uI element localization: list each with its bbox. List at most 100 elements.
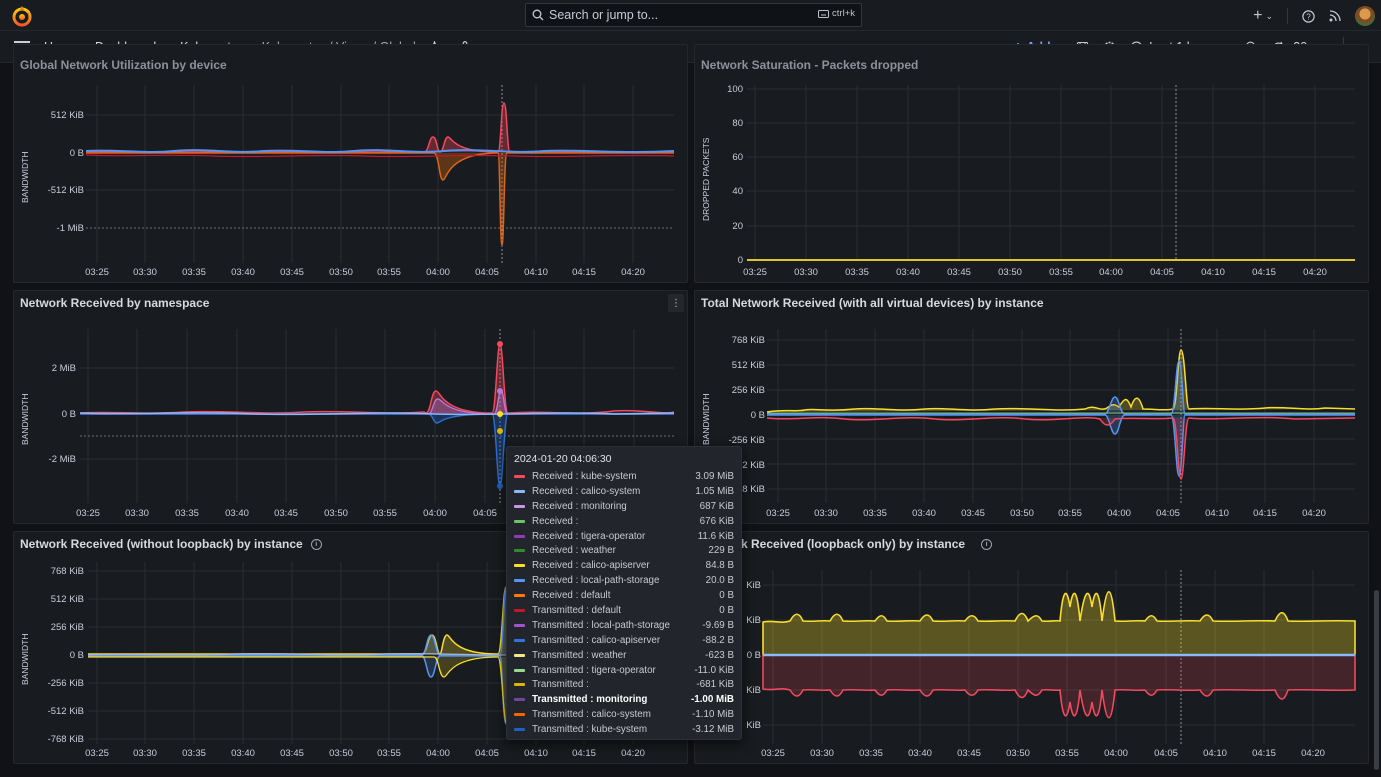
series-color-swatch [514, 534, 525, 538]
info-icon[interactable]: i [981, 538, 993, 550]
x-tick: 04:10 [1201, 267, 1225, 278]
hover-point [497, 341, 503, 347]
hover-point [497, 411, 503, 417]
x-tick: 03:30 [133, 748, 157, 759]
series-color-swatch [514, 474, 525, 478]
y-tick: 768 KiB [732, 335, 765, 346]
tooltip-row: Received : kube-system 3.09 MiB [514, 469, 734, 484]
x-tick: 04:15 [1253, 508, 1277, 519]
series-color-swatch [514, 594, 525, 598]
x-tick: 04:00 [426, 267, 450, 278]
series-blue [79, 412, 675, 416]
tooltip-series-name: Transmitted : [532, 679, 589, 691]
y-tick: -2 MiB [49, 454, 76, 465]
chart-received-loopback[interactable]: KiB KiB 0 B KiB KiB 03:25 03:30 03:35 03:40 03:4… [695, 532, 1369, 764]
x-tick: 03:50 [998, 267, 1022, 278]
y-tick: 0 B [62, 409, 76, 420]
hover-point [497, 388, 503, 394]
y-tick: 8 KiB [742, 484, 765, 495]
y-tick: 0 B [747, 650, 761, 661]
tooltip-series-name: Received : calico-system [532, 485, 641, 497]
y-tick: 0 B [70, 650, 84, 661]
x-tick: 03:40 [908, 748, 932, 759]
x-tick: 04:20 [1301, 748, 1325, 759]
tooltip-series-value: 676 KiB [699, 515, 734, 527]
tooltip-row: Received : 676 KiB [514, 514, 734, 529]
series-tooltip: 2024-01-20 04:06:30 Received : kube-syst… [506, 446, 742, 740]
tooltip-series-name: Transmitted : local-path-storage [532, 619, 670, 631]
tooltip-series-name: Transmitted : weather [532, 649, 627, 661]
tooltip-series-name: Transmitted : monitoring [532, 694, 648, 706]
panel-network-received-loopback: k Received (loopback only) by instance i … [694, 531, 1369, 764]
svg-text:?: ? [1306, 12, 1311, 21]
info-icon[interactable]: i [310, 538, 322, 550]
x-tick: 03:55 [377, 748, 401, 759]
chart-received-by-namespace[interactable]: 2 MiB 0 B -2 MiB BANDWIDTH 03:25 03:30 03:35… [14, 291, 688, 524]
x-tick: 03:40 [225, 508, 249, 519]
user-avatar[interactable] [1355, 6, 1375, 26]
tooltip-series-name: Received : kube-system [532, 470, 637, 482]
new-menu-button[interactable]: + ⌄ [1253, 7, 1273, 24]
chart-total-network-received[interactable]: 768 KiB 512 KiB 256 KiB 0 B -256 KiB 2 KiB 8 K… [695, 291, 1369, 524]
panel-title: Network Saturation - Packets dropped [701, 58, 919, 72]
y-axis-label: BANDWIDTH [20, 152, 30, 203]
tooltip-row: Transmitted : default 0 B [514, 603, 734, 618]
tooltip-series-value: 3.09 MiB [695, 470, 734, 482]
series-received-purple [80, 390, 674, 415]
x-tick: 04:20 [621, 748, 645, 759]
tooltip-row: Received : weather 229 B [514, 543, 734, 558]
tooltip-series-value: 229 B [708, 545, 734, 557]
x-tick: 04:20 [1303, 267, 1327, 278]
tooltip-series-name: Transmitted : default [532, 604, 621, 616]
x-tick: 03:35 [863, 508, 887, 519]
panel-total-network-received: Total Network Received (with all virtual… [694, 290, 1369, 524]
y-tick: 20 [732, 221, 743, 232]
series-received-kube-system [79, 343, 675, 414]
chart-packets-dropped[interactable]: 100 80 60 40 20 0 DROPPED PACKETS 03:25 03:30 0… [695, 45, 1369, 283]
x-tick: 03:30 [794, 267, 818, 278]
x-tick: 04:10 [524, 748, 548, 759]
panel-menu-icon[interactable]: ⋮ [668, 294, 684, 312]
panel-title: k Received (loopback only) by instance [741, 537, 966, 551]
tooltip-series-value: -1.10 MiB [692, 709, 734, 721]
news-rss-icon[interactable] [1329, 10, 1341, 22]
search-shortcut: ctrl+k [818, 8, 855, 19]
grafana-logo-icon[interactable] [10, 4, 34, 28]
panel-title: Network Received by namespace [20, 296, 210, 310]
panel-title: Global Network Utilization by device [20, 58, 227, 72]
x-tick: 03:25 [766, 508, 790, 519]
y-tick: 768 KiB [51, 566, 84, 577]
panel-global-network-utilization: Global Network Utilization by device 512… [13, 44, 688, 283]
tooltip-row: Transmitted : monitoring -1.00 MiB [514, 692, 734, 707]
chart-global-network-utilization[interactable]: 512 KiB 0 B -512 KiB -1 MiB BANDWIDTH 03… [14, 45, 688, 283]
tooltip-series-value: -1.00 MiB [690, 694, 734, 706]
y-tick: 80 [732, 118, 743, 129]
x-tick: 03:35 [175, 508, 199, 519]
x-tick: 03:55 [1058, 508, 1082, 519]
tooltip-series-name: Transmitted : tigera-operator [532, 664, 656, 676]
x-tick: 03:40 [912, 508, 936, 519]
series-yellow [766, 349, 1356, 413]
series-transmitted-line [86, 152, 674, 246]
panel-title-row: k Received (loopback only) by instance i [741, 537, 993, 551]
page-scrollbar[interactable] [1374, 590, 1379, 770]
y-tick: KiB [746, 685, 761, 696]
x-tick: 04:05 [1156, 508, 1180, 519]
x-tick: 03:45 [280, 748, 304, 759]
series-red-loopback [762, 654, 1356, 719]
y-axis-label: BANDWIDTH [20, 394, 30, 445]
x-tick: 03:50 [1010, 508, 1034, 519]
y-tick: -256 KiB [48, 678, 84, 689]
series-red [766, 416, 1356, 480]
y-tick: 512 KiB [732, 360, 765, 371]
tooltip-series-value: 687 KiB [699, 500, 734, 512]
x-tick: 04:15 [1252, 267, 1276, 278]
divider [1287, 8, 1288, 24]
help-icon[interactable]: ? [1302, 9, 1315, 23]
hover-point [497, 428, 503, 434]
tooltip-series-value: -9.69 B [702, 619, 734, 631]
search-input[interactable]: Search or jump to... ctrl+k [525, 3, 862, 27]
tooltip-series-name: Received : local-path-storage [532, 575, 660, 587]
tooltip-series-name: Transmitted : kube-system [532, 724, 648, 736]
tooltip-row: Received : monitoring 687 KiB [514, 499, 734, 514]
